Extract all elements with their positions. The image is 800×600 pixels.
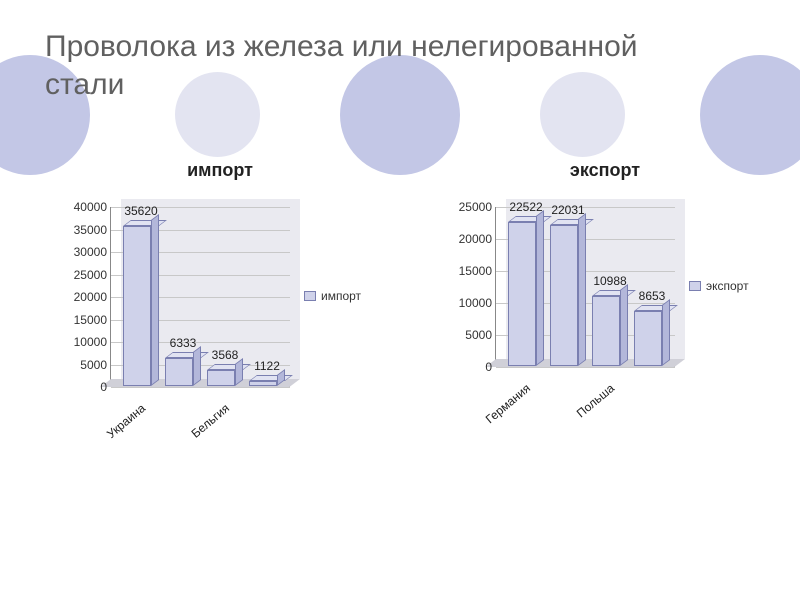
legend-swatch [689,281,701,291]
y-tick: 20000 [74,290,111,304]
y-tick: 25000 [74,268,111,282]
data-label: 10988 [593,274,626,288]
bg-circle [700,55,800,175]
bar [165,358,193,386]
bar [207,370,235,386]
x-category-label: Украина [104,401,148,441]
y-tick: 0 [100,380,111,394]
plot: 0500010000150002000025000225222203110988… [495,207,675,367]
legend: экспорт [689,279,749,293]
data-label: 6333 [170,336,197,350]
chart-area-import: 0 5000 10000 15000 20000 25000 30000 35000 40000… [60,187,380,457]
chart-title-export: экспорт [570,160,640,181]
data-label: 3568 [212,348,239,362]
y-tick: 10000 [459,296,496,310]
y-tick: 35000 [74,223,111,237]
chart-import: импорт 0 5000 10000 15000 20000 25000 30000 350… [30,160,410,457]
chart-area-export: 0 5000 10000 15000 20000 25000 22522 22031 10988… [445,187,765,437]
chart-export: экспорт 0 5000 10000 15000 20000 25000 22522 22… [410,160,800,457]
y-tick: 40000 [74,200,111,214]
data-label: 1122 [254,359,280,373]
x-category-label: Германия [483,381,533,426]
bar [634,311,662,366]
bar [592,296,620,366]
y-tick: 15000 [74,313,111,327]
x-category-label: Польша [574,381,617,420]
y-tick: 20000 [459,232,496,246]
y-tick: 5000 [465,328,496,342]
bar [508,222,536,366]
charts-container: импорт 0 5000 10000 15000 20000 25000 30000 350… [0,160,800,457]
legend: импорт [304,289,361,303]
legend-label: импорт [321,289,361,303]
y-tick: 25000 [459,200,496,214]
data-label: 8653 [639,289,666,303]
data-label: 35620 [124,204,157,218]
y-tick: 10000 [74,335,111,349]
legend-label: экспорт [706,279,749,293]
data-label: 22031 [551,203,584,217]
data-label: 22522 [509,200,542,214]
plot: 0500010000150002000025000300003500040000… [110,207,290,387]
chart-title-import: импорт [187,160,253,181]
bar [249,381,277,386]
page-title: Проволока из железа или нелегированнойст… [45,28,638,103]
y-tick: 5000 [80,358,111,372]
legend-swatch [304,291,316,301]
y-tick: 30000 [74,245,111,259]
x-category-label: Бельгия [188,401,231,441]
bar [550,225,578,366]
bar [123,226,151,386]
y-tick: 0 [485,360,496,374]
y-tick: 15000 [459,264,496,278]
